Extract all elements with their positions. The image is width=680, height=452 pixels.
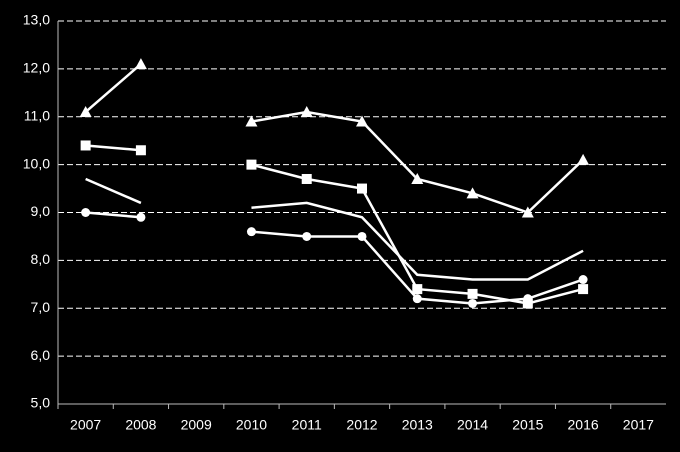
marker-circle [81, 208, 91, 217]
marker-triangle [356, 115, 368, 127]
marker-square [301, 173, 312, 184]
marker-circle [246, 227, 256, 237]
marker-triangle [300, 105, 313, 117]
y-tick-label: 11,0 [24, 107, 50, 123]
y-tick-label: 5,0 [31, 395, 51, 411]
x-tick-label: 2011 [292, 417, 322, 433]
marker-square [246, 159, 257, 170]
x-tick-label: 2009 [181, 417, 212, 433]
series-line [251, 163, 584, 305]
marker-square [135, 145, 146, 156]
marker-square [522, 298, 533, 309]
y-tick-label: 10,0 [23, 155, 50, 171]
marker-square [467, 288, 478, 299]
x-tick-label: 2010 [236, 417, 267, 433]
series-line [251, 201, 584, 281]
marker-circle [357, 231, 367, 241]
marker-circle [523, 294, 533, 304]
marker-circle [136, 212, 146, 222]
marker-circle [468, 298, 478, 308]
marker-square [80, 140, 91, 151]
x-tick-label: 2008 [125, 417, 156, 433]
marker-triangle [466, 187, 479, 199]
y-tick-label: 12,0 [23, 60, 50, 76]
x-tick-label: 2014 [457, 417, 488, 433]
y-tick-label: 13,0 [23, 12, 50, 28]
marker-triangle [245, 115, 258, 127]
y-tick-label: 8,0 [31, 251, 51, 267]
marker-triangle [79, 105, 92, 117]
marker-circle [578, 275, 588, 285]
marker-circle [412, 294, 422, 304]
marker-square [578, 284, 589, 295]
x-tick-label: 2015 [512, 417, 543, 433]
marker-triangle [134, 58, 147, 70]
marker-square [412, 284, 423, 295]
y-tick-label: 9,0 [31, 203, 51, 219]
series-line [85, 177, 142, 205]
x-tick-label: 2012 [346, 417, 377, 433]
series-line [85, 144, 142, 152]
y-tick-label: 7,0 [31, 299, 51, 315]
x-tick-label: 2017 [623, 417, 654, 433]
marker-triangle [521, 206, 534, 218]
marker-triangle [411, 172, 424, 184]
marker-square [357, 183, 367, 194]
x-tick-label: 2016 [568, 417, 599, 433]
series-line [84, 63, 142, 113]
y-tick-label: 6,0 [31, 347, 51, 363]
x-tick-label: 2007 [70, 417, 101, 433]
marker-triangle [577, 153, 590, 165]
series-line [251, 110, 584, 214]
x-tick-label: 2013 [402, 417, 433, 433]
marker-circle [302, 231, 312, 241]
series-line [85, 211, 142, 219]
